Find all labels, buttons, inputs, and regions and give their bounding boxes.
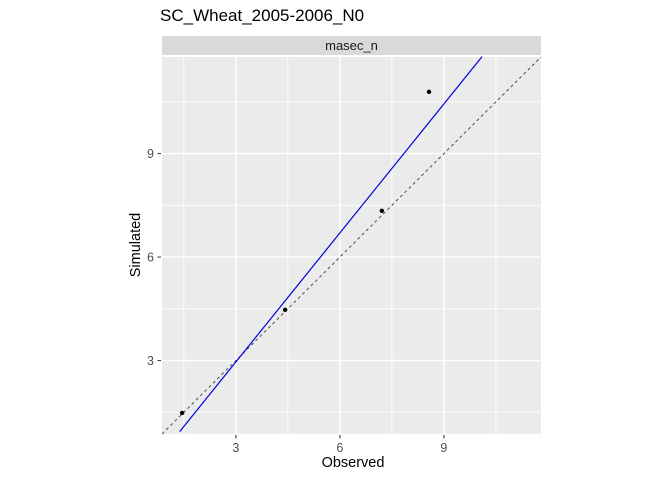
- plot-title: SC_Wheat_2005-2006_N0: [160, 6, 364, 25]
- x-tick-label: 3: [232, 441, 239, 455]
- data-point: [282, 307, 288, 313]
- identity-line: [161, 56, 542, 435]
- facet-strip-label: masec_n: [325, 38, 378, 53]
- point-layer: [179, 89, 432, 416]
- axis-layer: 3 6 9 3 6 9: [147, 147, 447, 455]
- line-layer: [161, 56, 542, 435]
- data-point: [379, 208, 385, 214]
- y-axis-title: Simulated: [128, 213, 144, 277]
- y-tick-label: 3: [147, 354, 154, 368]
- facet-strip: [162, 36, 541, 55]
- gridline-layer: [162, 57, 541, 434]
- panel-layer: [162, 36, 541, 434]
- x-tick-label: 9: [440, 441, 447, 455]
- x-axis-title: Observed: [322, 455, 385, 471]
- data-point: [179, 410, 185, 416]
- regression-line: [179, 56, 483, 432]
- data-point: [426, 89, 432, 95]
- y-tick-label: 9: [147, 147, 154, 161]
- y-tick-label: 6: [147, 251, 154, 265]
- x-tick-label: 6: [336, 441, 343, 455]
